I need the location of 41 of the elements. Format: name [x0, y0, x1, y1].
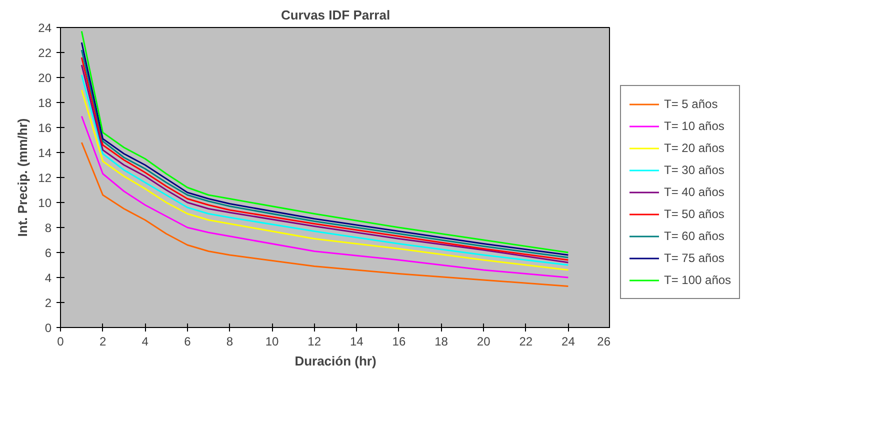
- x-tick-label: 2: [99, 334, 106, 348]
- y-tick-label: 2: [44, 296, 52, 310]
- legend-label: T= 50 años: [664, 206, 724, 220]
- x-tick-label: 26: [597, 334, 611, 348]
- y-tick-label: 18: [38, 96, 52, 110]
- y-tick-label: 4: [44, 271, 52, 285]
- x-axis-title: Duración (hr): [294, 354, 376, 368]
- y-tick-label: 0: [44, 321, 52, 335]
- x-tick-label: 18: [434, 334, 448, 348]
- y-tick-label: 20: [38, 71, 52, 85]
- legend-label: T= 10 años: [664, 118, 724, 132]
- y-tick-label: 22: [38, 46, 52, 60]
- x-tick-label: 16: [392, 334, 406, 348]
- y-tick-label: 10: [38, 196, 52, 210]
- y-tick-label: 12: [38, 171, 52, 185]
- x-tick-label: 6: [184, 334, 192, 348]
- chart-title: Curvas IDF Parral: [280, 8, 390, 22]
- y-tick-label: 6: [44, 246, 52, 260]
- x-tick-label: 24: [562, 334, 576, 348]
- legend-label: T= 30 años: [664, 162, 724, 176]
- line-series: [80, 116, 569, 278]
- x-tick-label: 10: [265, 334, 280, 348]
- legend-label: T= 100 años: [664, 272, 732, 286]
- legend-label: T= 75 años: [664, 250, 724, 264]
- line-series: [80, 142, 569, 287]
- legend-label: T= 40 años: [664, 184, 724, 198]
- x-tick-label: 4: [142, 334, 149, 348]
- y-tick-label: 14: [38, 146, 52, 160]
- y-tick-label: 8: [44, 221, 52, 235]
- legend-label: T= 5 años: [664, 96, 718, 110]
- x-tick-label: 12: [308, 334, 322, 348]
- x-tick-label: 22: [519, 334, 533, 348]
- legend-label: T= 20 años: [664, 140, 724, 154]
- legend-label: T= 60 años: [664, 228, 724, 242]
- y-tick-label: 16: [38, 121, 52, 135]
- x-tick-label: 20: [476, 334, 491, 348]
- x-tick-label: 0: [57, 334, 64, 348]
- x-tick-label: 14: [350, 334, 364, 348]
- y-tick-label: 24: [38, 21, 52, 35]
- y-axis-title: Int. Precip. (mm/hr): [15, 118, 30, 237]
- x-tick-label: 8: [226, 334, 234, 348]
